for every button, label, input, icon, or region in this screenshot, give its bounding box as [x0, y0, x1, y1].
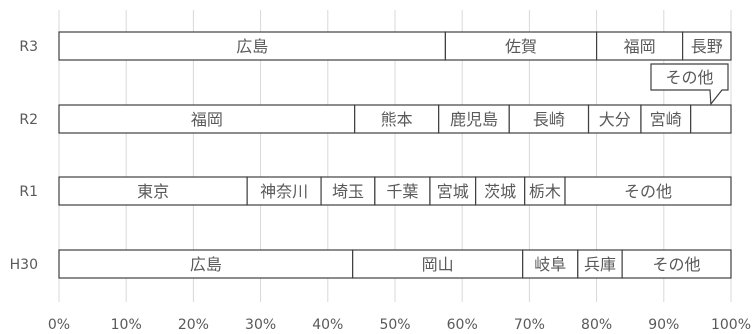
segment-label: その他 [653, 255, 701, 274]
segment-label: 茨城 [484, 182, 516, 201]
segment-label: 長野 [691, 37, 723, 56]
x-tick-label: 30% [245, 317, 276, 333]
segment-label: 宮崎 [650, 110, 682, 129]
segment-label: 大分 [599, 110, 631, 129]
segment-label: 熊本 [381, 110, 413, 129]
row-label: H30 [10, 257, 38, 273]
segment-label: 長崎 [533, 110, 565, 129]
segment-label: 佐賀 [505, 37, 537, 56]
row-label: R1 [19, 184, 38, 200]
x-tick-label: 90% [648, 317, 679, 333]
segment-label: 福岡 [191, 110, 223, 129]
x-tick-label: 10% [111, 317, 142, 333]
row-label: R3 [19, 39, 38, 55]
x-tick-label: 80% [581, 317, 612, 333]
segment-label: 千葉 [386, 182, 418, 201]
x-tick-label: 0% [48, 317, 70, 333]
segment-label: その他 [624, 182, 672, 201]
x-tick-label: 20% [178, 317, 209, 333]
bar-segment [691, 105, 731, 133]
row-label: R2 [19, 112, 38, 128]
segment-label: 東京 [137, 182, 169, 201]
segment-label: 岐阜 [534, 255, 566, 274]
segment-label: 宮城 [437, 182, 469, 201]
callout-label: その他 [665, 68, 713, 87]
x-tick-label: 60% [447, 317, 478, 333]
segment-label: 埼玉 [332, 182, 364, 201]
segment-label: 兵庫 [584, 255, 616, 274]
segment-label: 岡山 [422, 255, 454, 274]
x-tick-label: 40% [312, 317, 343, 333]
segment-label: 栃木 [529, 182, 561, 201]
segment-label: 広島 [236, 37, 268, 56]
x-tick-label: 100% [711, 317, 751, 333]
segment-label: 鹿児島 [450, 110, 498, 129]
segment-label: 福岡 [624, 37, 656, 56]
segment-label: 神奈川 [260, 182, 308, 201]
x-tick-label: 50% [379, 317, 410, 333]
x-tick-label: 70% [514, 317, 545, 333]
segment-label: 広島 [190, 255, 222, 274]
